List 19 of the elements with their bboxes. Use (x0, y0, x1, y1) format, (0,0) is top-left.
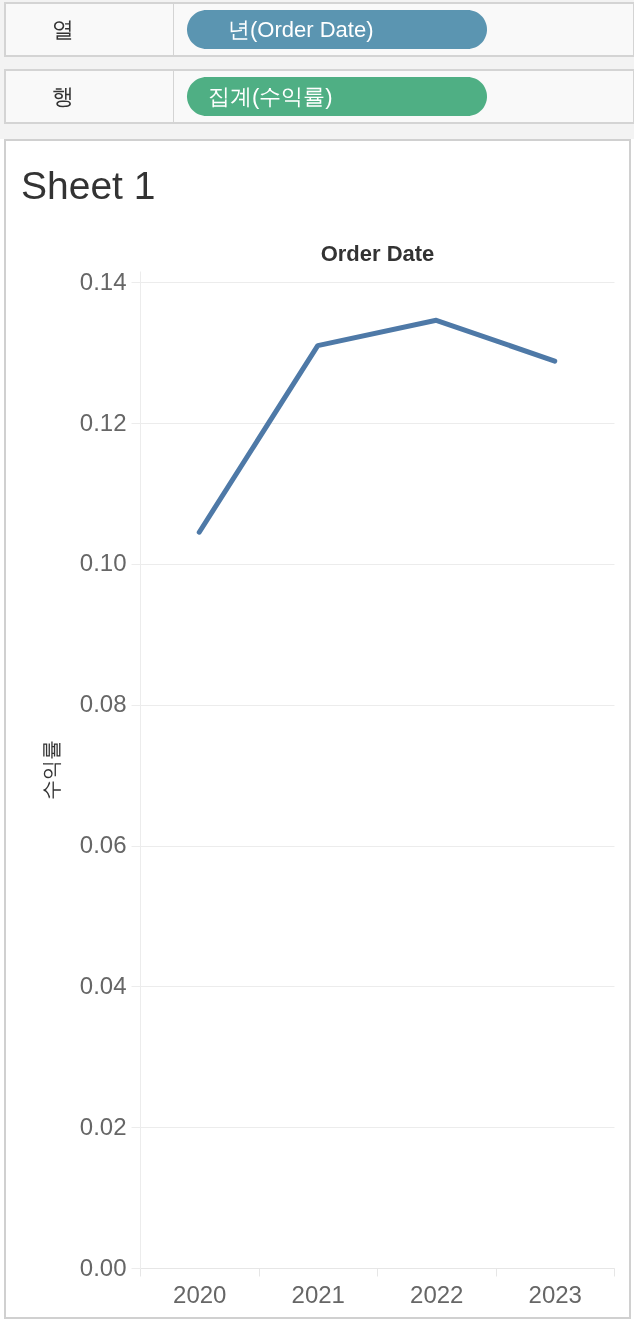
y-tick-label: 0.00 (79, 1253, 127, 1281)
y-tick-label: 0.08 (79, 690, 127, 718)
x-tick-label: 2023 (528, 1280, 582, 1308)
x-tick-label: 2021 (291, 1280, 345, 1308)
chart-title: Sheet 1 (21, 164, 156, 207)
x-tick-label: 2022 (410, 1280, 464, 1308)
y-tick-label: 0.02 (79, 1112, 127, 1140)
text: 행 (52, 83, 74, 109)
x-tick-label: 2020 (173, 1280, 227, 1308)
y-tick-label: 0.12 (79, 408, 127, 436)
y-tick-label: 0.06 (79, 831, 127, 859)
text: 집계(수익률) (208, 83, 333, 109)
y-tick-label: 0.14 (79, 267, 127, 295)
x-axis-title: Order Date (320, 240, 435, 266)
y-axis-title: 수익률 (39, 740, 62, 800)
y-tick-label: 0.10 (79, 549, 127, 577)
text: 년(Order Date) (228, 16, 374, 42)
y-tick-label: 0.04 (79, 971, 127, 999)
text: 열 (52, 16, 74, 42)
